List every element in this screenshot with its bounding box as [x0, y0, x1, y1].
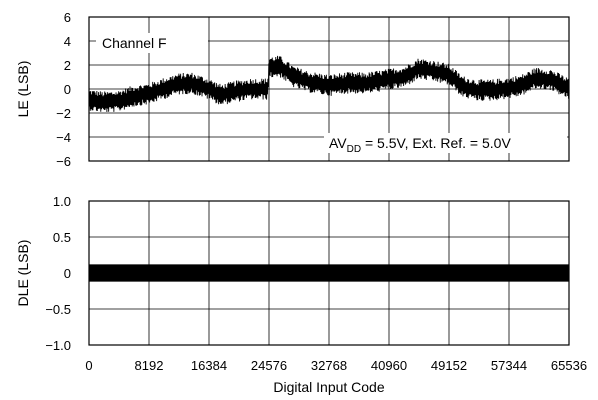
dle-xlabel: Digital Input Code — [273, 379, 385, 395]
dle-series-band — [89, 264, 569, 282]
le-annotation-box — [324, 133, 567, 153]
annotation-suffix: = 5.5V, Ext. Ref. = 5.0V — [361, 135, 511, 151]
le-ytick-label: −4 — [56, 130, 71, 145]
le-ytick-label: 0 — [64, 82, 71, 97]
le-ytick-label: 4 — [64, 34, 71, 49]
dle-ytick-label: −1.0 — [45, 338, 71, 353]
le-ytick-label: 6 — [64, 10, 71, 25]
le-ytick-label: 2 — [64, 58, 71, 73]
le-plot-frame — [88, 16, 570, 162]
le-annotation: AVDD = 5.5V, Ext. Ref. = 5.0V — [329, 135, 511, 155]
dle-plot-frame — [88, 200, 570, 346]
dle-xtick-label: 24576 — [251, 358, 287, 373]
dle-ytick-label: 0.5 — [53, 230, 71, 245]
dle-ytick-label: 0 — [64, 266, 71, 281]
le-ytick-label: −6 — [56, 154, 71, 169]
dle-ytick-label: 1.0 — [53, 194, 71, 209]
le-legend-label: Channel F — [102, 35, 167, 51]
dle-xtick-label: 40960 — [371, 358, 407, 373]
le-series-line — [88, 55, 570, 112]
dle-xtick-label: 65536 — [551, 358, 587, 373]
dle-xtick-label: 16384 — [191, 358, 227, 373]
dle-xtick-label: 57344 — [491, 358, 527, 373]
dle-xtick-label: 49152 — [431, 358, 467, 373]
dle-xtick-label: 8192 — [135, 358, 164, 373]
le-ytick-label: −2 — [56, 106, 71, 121]
le-legend-box — [96, 33, 208, 53]
le-ylabel: LE (LSB) — [15, 61, 31, 118]
dle-ylabel: DLE (LSB) — [15, 240, 31, 307]
dle-ytick-label: −0.5 — [45, 302, 71, 317]
dle-xtick-label: 32768 — [311, 358, 347, 373]
annotation-prefix: AV — [329, 135, 347, 151]
dle-xtick-label: 0 — [85, 358, 92, 373]
annotation-subscript: DD — [347, 144, 361, 155]
